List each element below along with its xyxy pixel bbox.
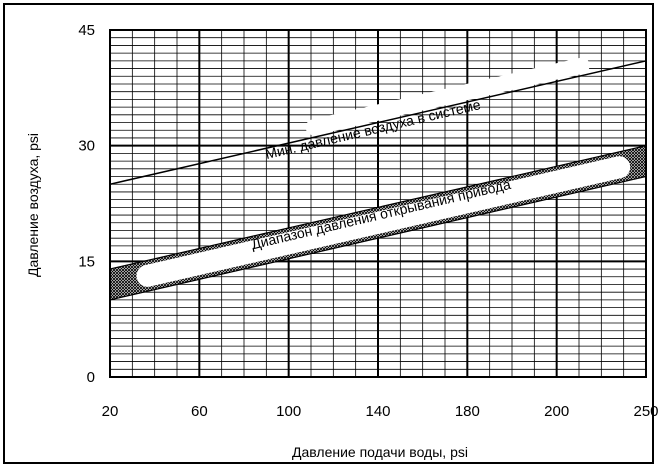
min-air-pressure-line <box>110 60 646 185</box>
actuator-band-inner <box>136 156 631 287</box>
grid <box>110 30 646 377</box>
plot-border <box>109 29 647 378</box>
y-tick-label: 0 <box>87 369 95 386</box>
y-tick-label: 30 <box>78 138 95 155</box>
x-tick-label: 100 <box>276 403 301 420</box>
x-axis-title: Давление подачи воды, psi <box>292 444 468 460</box>
min-air-pressure-series <box>110 57 646 185</box>
x-tick-label: 180 <box>455 403 480 420</box>
x-tick-label: 20 <box>102 403 119 420</box>
y-axis-title: Давление воздуха, psi <box>25 133 41 277</box>
actuator-band <box>110 145 646 301</box>
x-tick-label: 250 <box>633 403 658 420</box>
min-air-label-background <box>305 57 590 136</box>
y-tick-label: 45 <box>78 22 95 39</box>
x-tick-label: 140 <box>365 403 390 420</box>
tick-labels: 20 60 100 140 180 200 250 0 15 30 45 <box>78 22 658 420</box>
x-tick-label: 200 <box>544 403 569 420</box>
y-tick-label: 15 <box>78 253 95 270</box>
x-tick-label: 60 <box>191 403 208 420</box>
